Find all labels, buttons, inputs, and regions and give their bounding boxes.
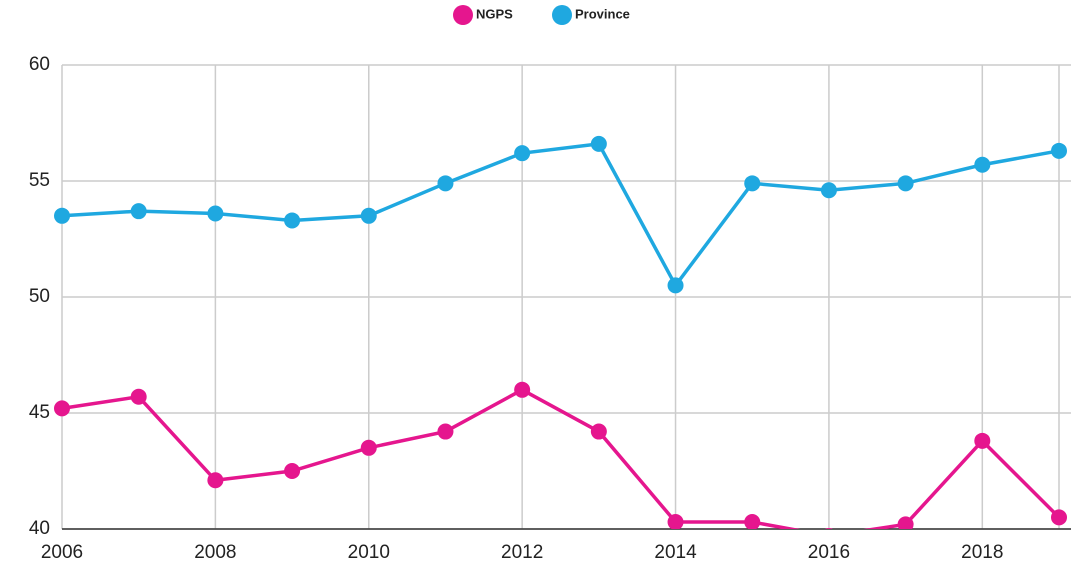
point [974,432,991,449]
grid [61,64,1071,530]
point [1051,142,1067,159]
legend-swatch [552,5,572,25]
point [667,514,684,529]
point [284,463,301,479]
y-tick-label: 40 [29,518,50,539]
line [61,387,1061,529]
series-area [54,135,1067,529]
y-tick-label: 45 [29,402,50,423]
x-tick-label: 2016 [808,542,850,563]
legend-label: Province [575,6,630,21]
point [744,514,761,529]
legend-swatch [453,5,473,25]
point [514,381,531,398]
line [61,141,1060,289]
point [897,516,914,529]
x-tick-label: 2014 [654,542,697,563]
point [437,423,454,440]
labels: 40 45 50 55 60 2006 2008 2010 2012 2014 2016 2018 NG… [29,5,1003,563]
point [590,135,607,152]
point [207,472,224,489]
point [514,145,531,162]
y-tick-label: 50 [29,286,50,307]
point [897,175,914,192]
point [54,207,70,224]
point [820,182,837,199]
point [360,439,377,456]
point [590,423,607,440]
x-tick-label: 2008 [194,542,236,563]
point [130,388,147,405]
point [54,400,70,417]
x-tick-label: 2018 [961,542,1003,563]
x-tick-label: 2006 [41,542,83,563]
x-tick-label: 2010 [348,542,390,563]
y-tick-label: 60 [29,54,50,75]
point [824,527,833,529]
x-tick-label: 2012 [501,542,543,563]
point [974,156,991,173]
point [744,175,761,192]
point [360,207,377,224]
point [207,205,224,222]
legend-label: NGPS [476,6,513,21]
y-tick-label: 55 [29,170,50,191]
point [437,175,454,192]
point [667,277,684,294]
point [284,212,301,229]
point [130,203,147,220]
point [1051,509,1067,526]
